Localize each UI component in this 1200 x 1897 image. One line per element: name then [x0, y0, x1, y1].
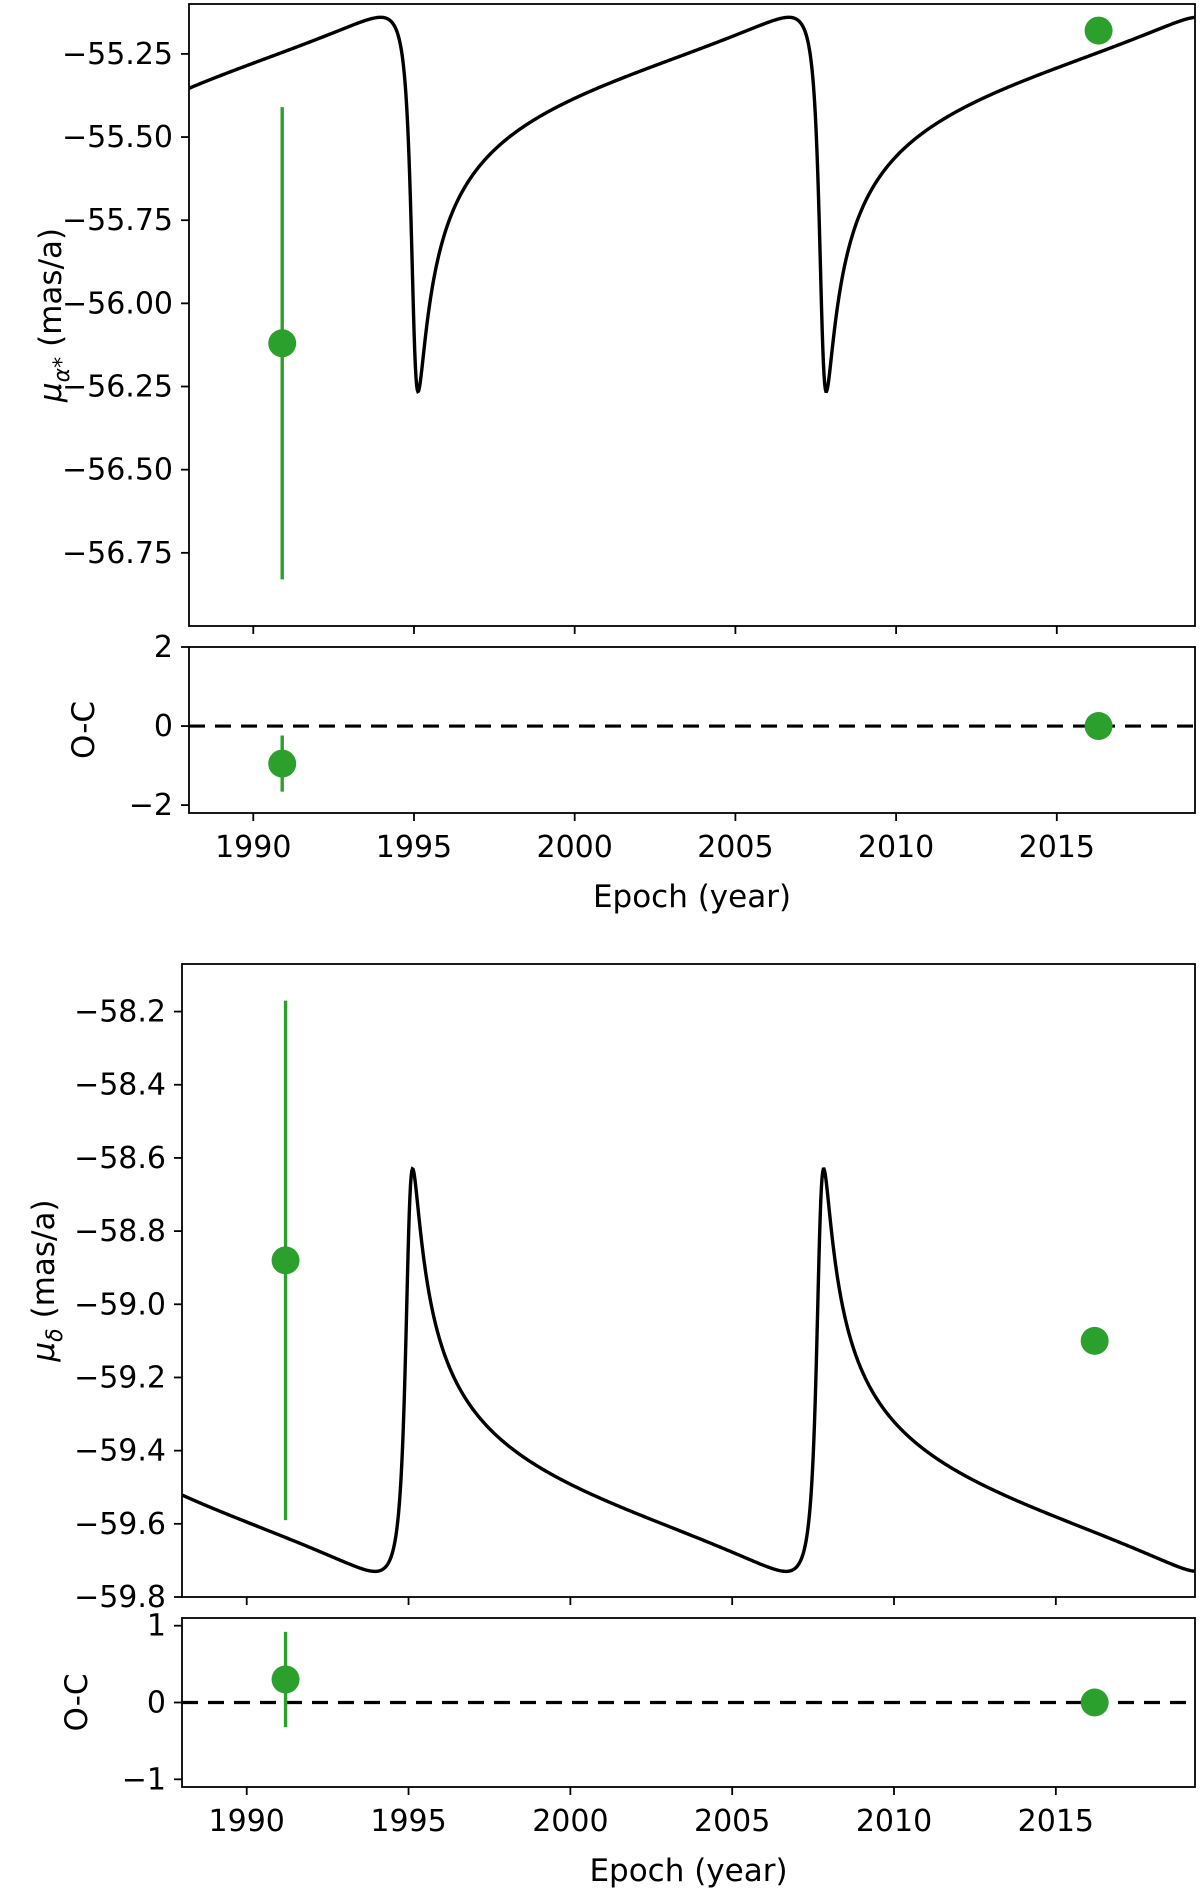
x-axis-label: Epoch (year) — [593, 879, 791, 915]
x-tick-label: 2015 — [1018, 1804, 1094, 1839]
x-tick-label: 2015 — [1019, 830, 1095, 865]
y-tick-label: −55.25 — [62, 37, 173, 72]
axes-frame — [188, 3, 1196, 627]
x-tick-label: 1995 — [370, 1804, 446, 1839]
y-axis-label: O-C — [66, 701, 102, 759]
residual-point — [271, 1665, 300, 1694]
y-tick-label: −59.0 — [74, 1287, 166, 1322]
x-tick-label: 2000 — [532, 1804, 608, 1839]
y-tick-label: −1 — [122, 1762, 166, 1797]
x-tick-label: 2010 — [856, 1804, 932, 1839]
y-axis-unit: (mas/a) — [33, 228, 69, 347]
y-tick-label: −59.4 — [74, 1434, 166, 1469]
x-tick-label: 1990 — [209, 1804, 285, 1839]
x-tick-label: 2000 — [537, 830, 613, 865]
y-axis-symbol: μ — [26, 1342, 62, 1363]
y-tick-label: −59.8 — [74, 1580, 166, 1615]
residual-point — [268, 749, 297, 778]
axes-frame — [188, 646, 1196, 814]
x-tick-label: 1990 — [215, 830, 291, 865]
y-axis-unit: (mas/a) — [26, 1199, 62, 1318]
y-tick-label: −56.75 — [62, 536, 173, 571]
observation-point — [268, 329, 297, 358]
model-curve — [189, 15, 1195, 395]
y-tick-label: −56.50 — [62, 453, 173, 488]
observation-point — [1080, 1326, 1109, 1355]
x-tick-label: 2005 — [697, 830, 773, 865]
y-axis-symbol: μ — [33, 382, 69, 403]
x-tick-label: 2005 — [694, 1804, 770, 1839]
y-tick-label: −58.2 — [74, 995, 166, 1030]
y-tick-label: −2 — [129, 788, 173, 823]
y-tick-label: −56.00 — [62, 286, 173, 321]
y-tick-label: −55.50 — [62, 120, 173, 155]
residual-point — [1084, 712, 1113, 741]
y-tick-label: −59.2 — [74, 1360, 166, 1395]
axes-frame — [181, 963, 1196, 1598]
y-axis-subscript: δ — [43, 1328, 68, 1341]
observation-point — [1084, 16, 1113, 45]
observation-point — [271, 1246, 300, 1275]
y-tick-label: 2 — [154, 630, 173, 665]
y-tick-label: −58.4 — [74, 1068, 166, 1103]
y-tick-label: −55.75 — [62, 203, 173, 238]
panel-2: 2 0 −2 1990 1995 2000 2005 2010 2015 Epoch (year)… — [66, 630, 1196, 915]
y-tick-label: −59.6 — [74, 1507, 166, 1542]
y-tick-label: 0 — [154, 709, 173, 744]
panel-3: −58.2 −58.4 −58.6 −58.8 −59.0 −59.2 −59.4 −59.6… — [26, 963, 1196, 1615]
x-tick-label: 1995 — [376, 830, 452, 865]
y-axis-subscript: α* — [50, 357, 75, 383]
y-tick-label: −56.25 — [62, 370, 173, 405]
y-tick-label: −58.8 — [74, 1214, 166, 1249]
panel-1: −55.25 −55.50 −55.75 −56.00 −56.25 −56.50 −56.… — [33, 3, 1196, 634]
x-axis-label: Epoch (year) — [589, 1853, 787, 1889]
model-curve — [182, 1166, 1195, 1574]
y-axis-label: μα* (mas/a) — [33, 228, 75, 403]
panel-4: 1 0 −1 1990 1995 2000 2005 2010 2015 Epoch (year)… — [59, 1609, 1196, 1889]
y-tick-label: 1 — [147, 1609, 166, 1644]
y-axis-label: μδ (mas/a) — [26, 1199, 68, 1362]
y-tick-label: 0 — [147, 1686, 166, 1721]
x-tick-label: 2010 — [858, 830, 934, 865]
residual-point — [1080, 1688, 1109, 1717]
y-tick-label: −58.6 — [74, 1141, 166, 1176]
y-axis-label: O-C — [59, 1673, 95, 1731]
